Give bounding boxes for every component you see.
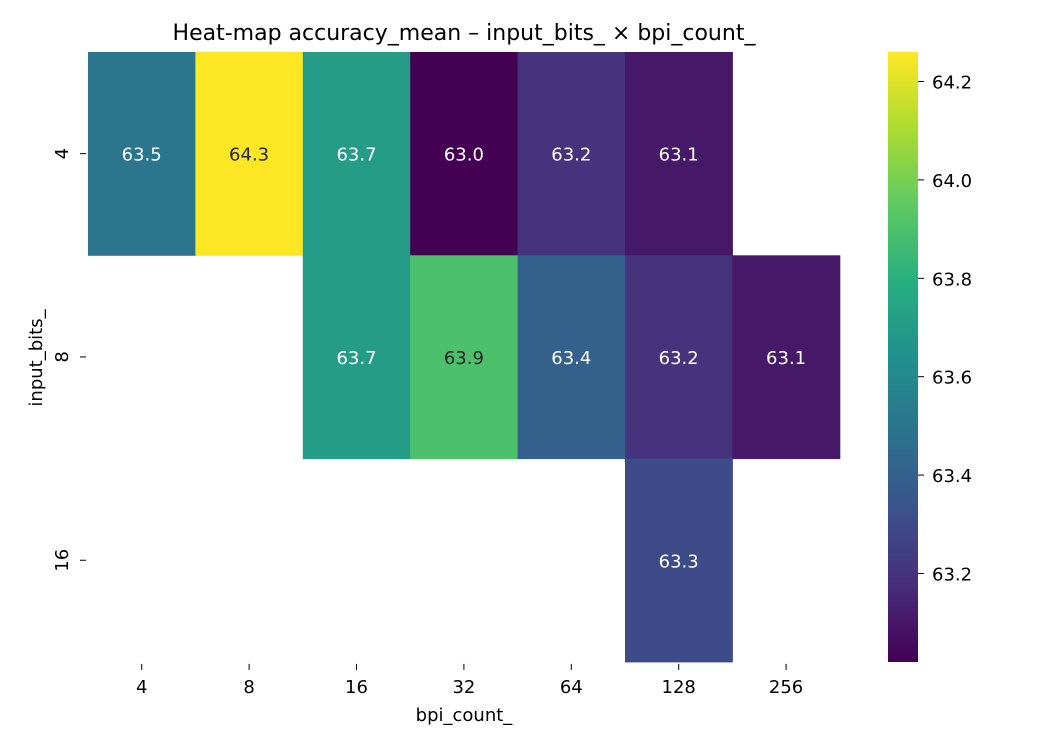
colorbar-tick-label-3: 63.8 bbox=[932, 269, 972, 290]
cell-value-label-r1-c3: 63.9 bbox=[444, 348, 484, 369]
colorbar-tick-label-5: 64.2 bbox=[932, 73, 972, 94]
chart-title: Heat-map accuracy_mean – input_bits_ × b… bbox=[173, 21, 757, 46]
colorbar-tick-label-2: 63.6 bbox=[932, 368, 972, 389]
y-axis: 4 8 16 bbox=[52, 148, 86, 572]
x-tick-label-4: 4 bbox=[136, 677, 147, 698]
colorbar-tick-label-0: 63.2 bbox=[932, 564, 972, 585]
colorbar-tick-label-1: 63.4 bbox=[932, 466, 972, 487]
cell-value-label-r1-c5: 63.2 bbox=[659, 348, 699, 369]
cell-value-label-r2-c5: 63.3 bbox=[659, 551, 699, 572]
cell-value-label-r0-c3: 63.0 bbox=[444, 145, 484, 166]
cell-value-label-r0-c4: 63.2 bbox=[551, 145, 591, 166]
cell-value-label-r0-c5: 63.1 bbox=[659, 145, 699, 166]
x-tick-label-32: 32 bbox=[452, 677, 475, 698]
y-tick-label-16: 16 bbox=[52, 549, 73, 572]
x-tick-label-256: 256 bbox=[769, 677, 803, 698]
heatmap-cell-r1-c5 bbox=[625, 255, 733, 460]
heatmap-cell-r1-c3 bbox=[410, 255, 519, 460]
x-axis-label: bpi_count_ bbox=[416, 705, 514, 726]
heatmap-cell-r0-c3 bbox=[410, 52, 519, 256]
cell-value-label-r1-c4: 63.4 bbox=[551, 348, 591, 369]
colorbar-axis: 63.2 63.4 63.6 63.8 64.0 64.2 bbox=[918, 73, 972, 585]
y-axis-label: input_bits_ bbox=[26, 308, 47, 406]
heatmap-cell-r0-c0 bbox=[88, 52, 196, 256]
heatmap-cell-r1-c4 bbox=[517, 255, 626, 460]
heatmap-cell-r0-c1 bbox=[195, 52, 304, 256]
y-tick-label-8: 8 bbox=[52, 351, 73, 362]
colorbar-tick-label-4: 64.0 bbox=[932, 171, 972, 192]
cell-value-label-r0-c0: 63.5 bbox=[122, 145, 162, 166]
cell-value-label-r0-c1: 64.3 bbox=[229, 145, 269, 166]
y-tick-label-4: 4 bbox=[52, 148, 73, 159]
x-tick-label-16: 16 bbox=[345, 677, 368, 698]
heatmap-cell-r1-c6 bbox=[732, 255, 841, 460]
cell-value-label-r0-c2: 63.7 bbox=[336, 145, 376, 166]
x-tick-label-64: 64 bbox=[560, 677, 583, 698]
x-axis: 4 8 16 32 64 128 256 bbox=[136, 663, 803, 698]
heatmap-cell-r2-c5 bbox=[625, 458, 733, 663]
heatmap-cell-r1-c2 bbox=[302, 255, 411, 460]
x-tick-label-8: 8 bbox=[243, 677, 254, 698]
heatmap-cell-r0-c5 bbox=[625, 52, 733, 256]
cell-value-label-r1-c2: 63.7 bbox=[336, 348, 376, 369]
cell-value-label-r1-c6: 63.1 bbox=[766, 348, 806, 369]
heatmap-cell-r0-c4 bbox=[517, 52, 626, 256]
heatmap-cells: 63.5 64.3 63.7 63.0 63.2 63.1 63.7 63.9 63.4 63.2… bbox=[88, 52, 841, 663]
x-tick-label-128: 128 bbox=[662, 677, 696, 698]
heatmap-cell-r0-c2 bbox=[302, 52, 411, 256]
colorbar bbox=[888, 52, 918, 662]
